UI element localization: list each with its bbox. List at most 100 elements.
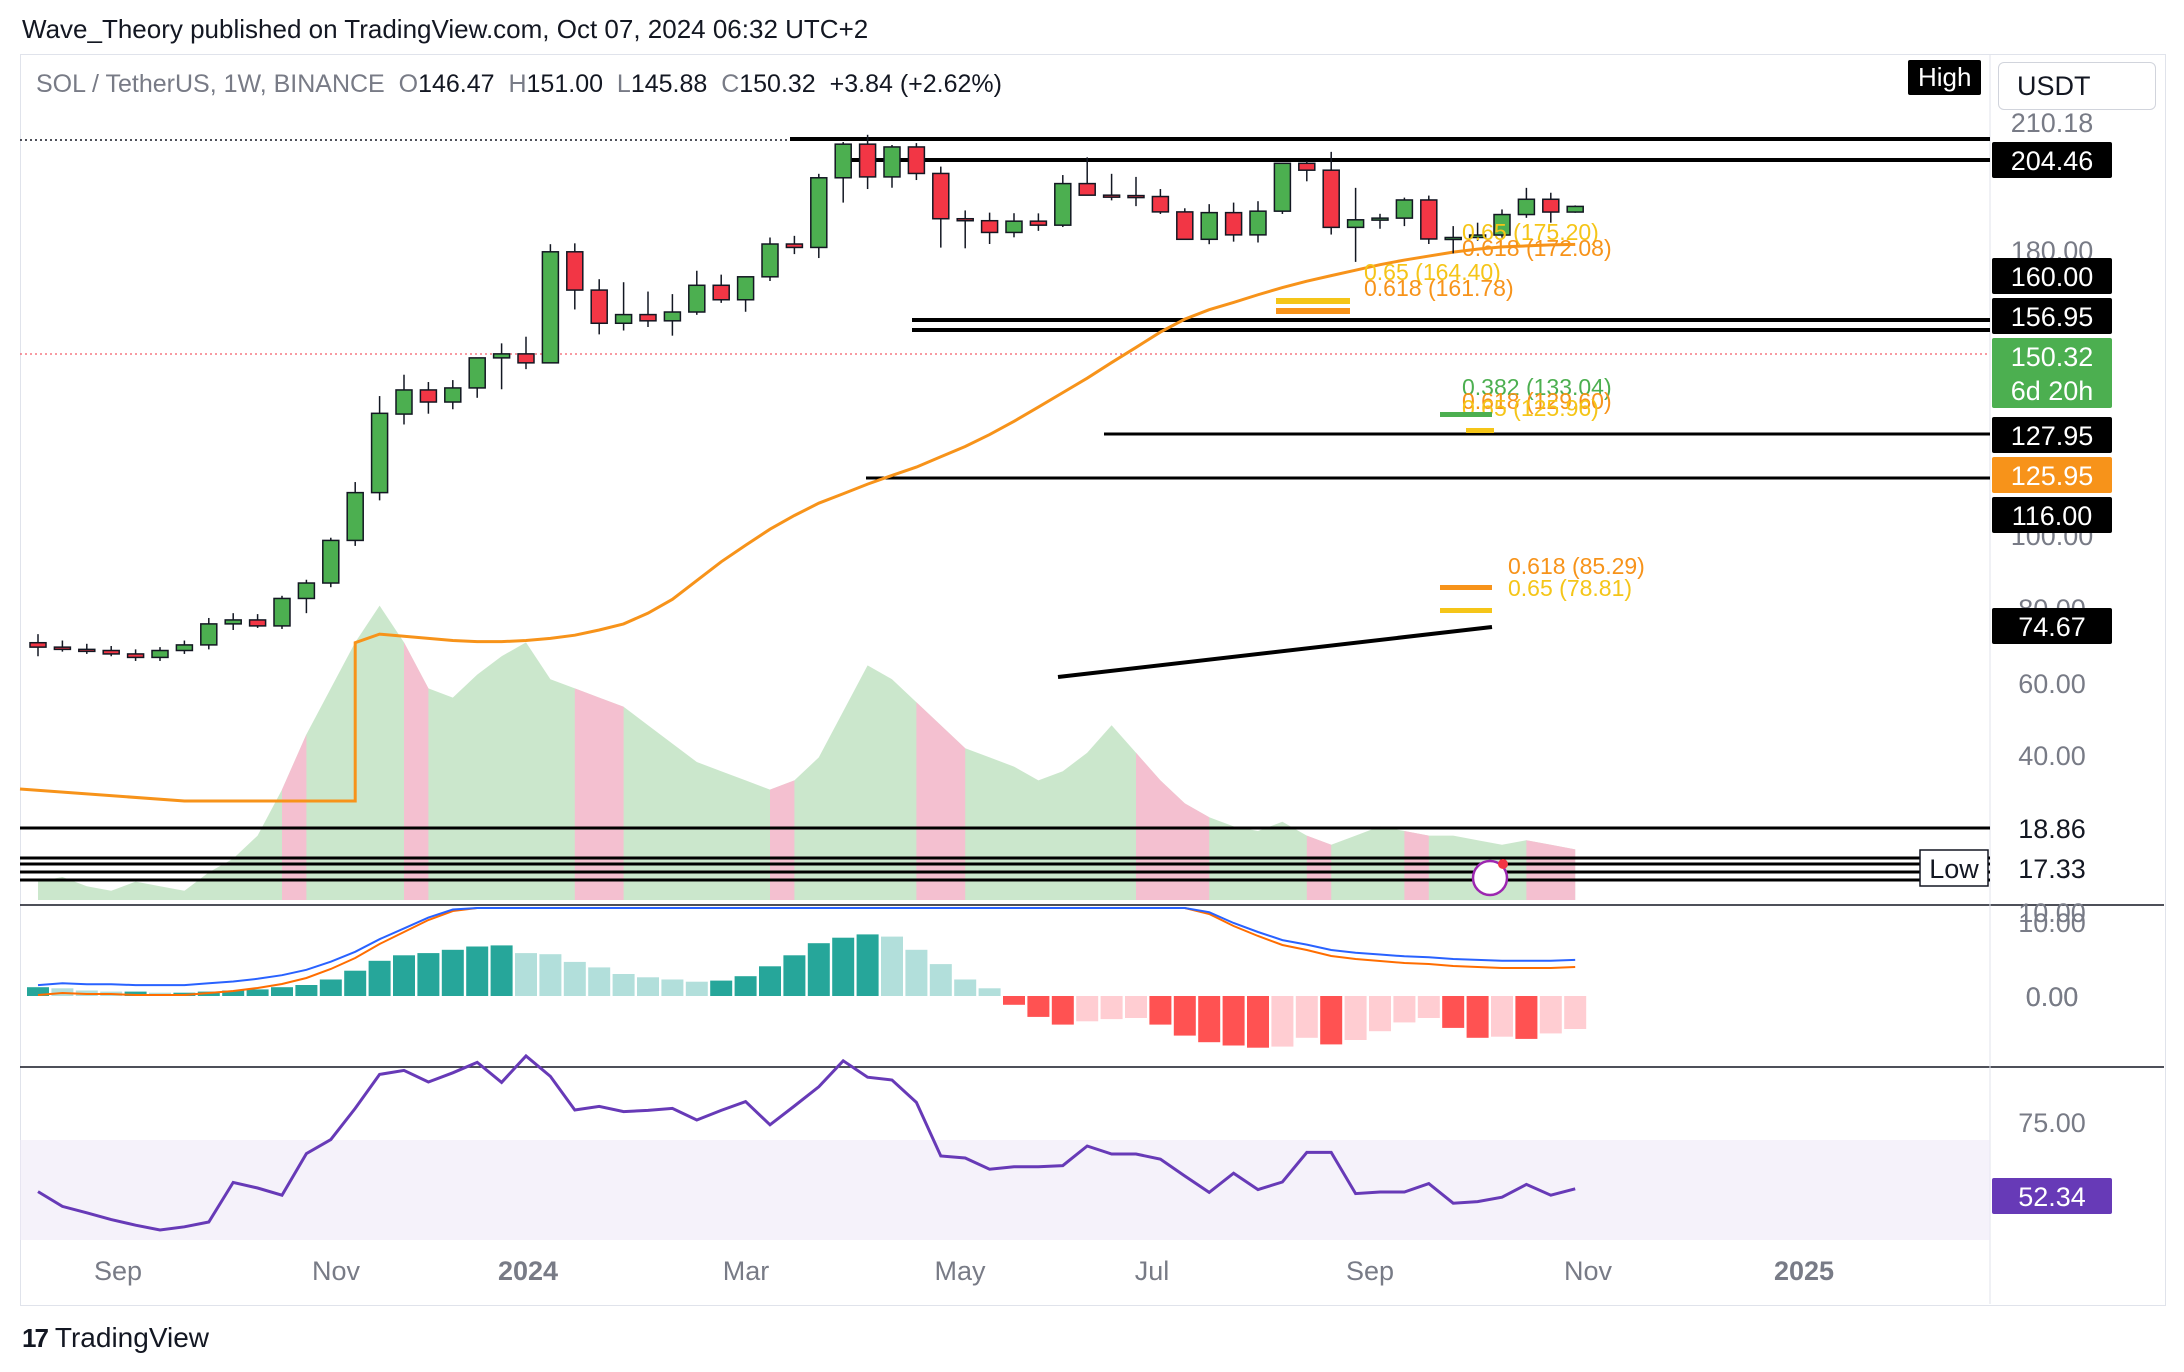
macd-tick-label: 10.00 xyxy=(2018,898,2086,928)
macd-histogram-bar xyxy=(978,988,1001,996)
macd-histogram-bar xyxy=(27,987,49,996)
publish-caption: Wave_Theory published on TradingView.com… xyxy=(22,14,869,44)
candle-body xyxy=(614,313,633,325)
tradingview-logo-icon: 17 xyxy=(22,1322,49,1353)
low-value: 145.88 xyxy=(630,70,708,98)
macd-histogram-bar xyxy=(539,954,562,996)
price-scale-tag-text: 125.95 xyxy=(2011,461,2094,491)
rsi-value-text: 52.34 xyxy=(2018,1182,2086,1212)
macd-histogram-bar xyxy=(1100,996,1123,1020)
candle-body xyxy=(1322,169,1340,229)
price-scale-tag-text: 204.46 xyxy=(2011,146,2094,176)
high-marker-button[interactable]: High xyxy=(1908,60,1982,95)
candle-body xyxy=(541,251,560,364)
candle-body xyxy=(1493,213,1511,236)
candle-body xyxy=(468,357,486,389)
candle-body xyxy=(224,619,242,625)
low-label: L xyxy=(616,70,631,98)
cloud-segment xyxy=(574,688,624,900)
macd-histogram-bar xyxy=(832,937,855,996)
cloud-area xyxy=(38,605,1576,900)
ema200-line xyxy=(1057,625,1493,679)
candle-body xyxy=(810,177,828,249)
macd-histogram-bar xyxy=(1003,996,1025,1005)
macd-histogram-bar xyxy=(685,981,708,996)
macd-histogram-bar xyxy=(1149,996,1172,1025)
candle-body xyxy=(444,387,462,403)
time-axis-label: Jul xyxy=(1135,1256,1170,1286)
time-axis-label: Nov xyxy=(1564,1256,1613,1286)
cloud-segment xyxy=(916,702,966,900)
candle-body xyxy=(248,619,267,627)
price-scale-tag-text: 160.00 xyxy=(2011,262,2094,292)
candle-body xyxy=(785,243,804,249)
macd-histogram-bar xyxy=(1369,996,1391,1032)
fib-label: 0.65 (125.96) xyxy=(1462,395,1599,421)
macd-histogram-bar xyxy=(124,991,147,996)
low-tag xyxy=(1919,849,1989,887)
fib-label: 0.618 (85.29) xyxy=(1508,553,1645,579)
candle-body xyxy=(1054,182,1072,226)
currency-selector[interactable]: USDT xyxy=(1998,62,2156,110)
fib-label: 0.65 (164.40) xyxy=(1364,259,1501,285)
macd-histogram-bar xyxy=(710,980,733,996)
fib-label: 0.65 (175.20) xyxy=(1462,219,1599,245)
candle-body xyxy=(590,289,608,325)
price-tick-label: 60.00 xyxy=(2018,669,2086,699)
macd-histogram-bar xyxy=(1222,996,1245,1046)
symbol-title[interactable]: SOL / TetherUS, 1W, BINANCE xyxy=(36,70,385,98)
macd-histogram-bar xyxy=(246,989,269,996)
macd-histogram-bar xyxy=(612,974,635,996)
macd-histogram-bar xyxy=(466,946,489,996)
live-indicator-dot xyxy=(1498,859,1508,869)
macd-histogram-bar xyxy=(588,967,611,996)
candle-body xyxy=(1542,198,1560,213)
candle-body xyxy=(1566,205,1584,213)
rsi-tick-label: 75.00 xyxy=(2018,1108,2086,1138)
macd-histogram-bar xyxy=(1491,996,1513,1037)
cloud-segment xyxy=(282,734,307,900)
candle-body xyxy=(1151,195,1170,213)
fib-label: 0.618 (161.78) xyxy=(1364,275,1514,301)
candle-body xyxy=(1273,162,1292,212)
candle-body xyxy=(395,389,413,415)
macd-histogram-bar xyxy=(1247,996,1269,1048)
price-scale-tag xyxy=(1992,810,2112,846)
macd-histogram-bar xyxy=(344,970,367,996)
macd-histogram-bar xyxy=(759,966,781,996)
macd-histogram-bar xyxy=(393,955,415,996)
fib-marker xyxy=(1440,412,1492,417)
candle-body xyxy=(663,311,682,322)
change-value: +3.84 (+2.62%) xyxy=(829,70,1002,98)
candle-body xyxy=(175,644,194,652)
tradingview-logo[interactable]: 17 TradingView xyxy=(22,1322,209,1354)
macd-histogram-bar xyxy=(1564,996,1587,1029)
candle-body xyxy=(1127,194,1145,199)
macd-histogram-bar xyxy=(368,960,391,996)
macd-tick-label: 0.00 xyxy=(2026,982,2079,1012)
fib-marker xyxy=(1276,308,1350,314)
candle-body xyxy=(566,251,584,291)
macd-histogram-bar xyxy=(295,985,318,996)
macd-histogram-bar xyxy=(1173,996,1196,1036)
macd-histogram-bar xyxy=(1393,996,1416,1023)
candle-body xyxy=(78,648,96,653)
close-value: 150.32 xyxy=(739,70,816,98)
candle-body xyxy=(1444,236,1462,241)
time-axis-label: Mar xyxy=(723,1256,770,1286)
macd-histogram-bar xyxy=(417,953,440,996)
candle-body xyxy=(858,143,877,178)
candle-body xyxy=(834,143,852,179)
candle-body xyxy=(736,276,755,301)
macd-histogram-bar xyxy=(563,961,586,996)
candle-body xyxy=(1200,211,1218,241)
macd-histogram-bar xyxy=(1515,996,1538,1039)
candle-body xyxy=(370,412,389,494)
macd-histogram-bar xyxy=(1466,996,1489,1038)
time-axis-label: Nov xyxy=(312,1256,361,1286)
macd-histogram-bar xyxy=(1051,996,1074,1025)
macd-histogram-bar xyxy=(807,943,830,996)
candle-body xyxy=(322,539,340,584)
price-scale-tag-text: 127.95 xyxy=(2011,421,2094,451)
